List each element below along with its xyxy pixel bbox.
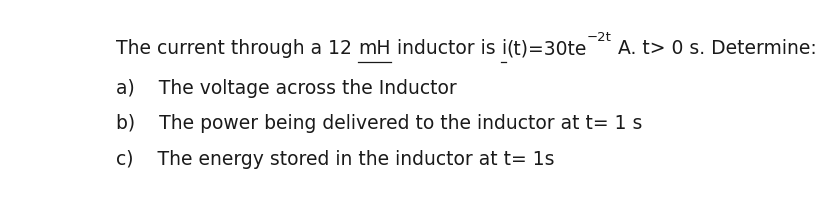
- Text: c)    The energy stored in the inductor at t= 1s: c) The energy stored in the inductor at …: [116, 150, 554, 169]
- Text: b)    The power being delivered to the inductor at t= 1 s: b) The power being delivered to the indu…: [116, 114, 642, 134]
- Text: −2t: −2t: [586, 31, 611, 44]
- Text: The current through a 12: The current through a 12: [116, 39, 358, 58]
- Text: a)    The voltage across the Inductor: a) The voltage across the Inductor: [116, 79, 456, 98]
- Text: mH: mH: [358, 39, 390, 58]
- Text: A. t> 0 s. Determine:: A. t> 0 s. Determine:: [611, 39, 815, 58]
- Text: i: i: [501, 39, 506, 58]
- Text: inductor is: inductor is: [390, 39, 501, 58]
- Text: (t)=30te: (t)=30te: [506, 39, 586, 58]
